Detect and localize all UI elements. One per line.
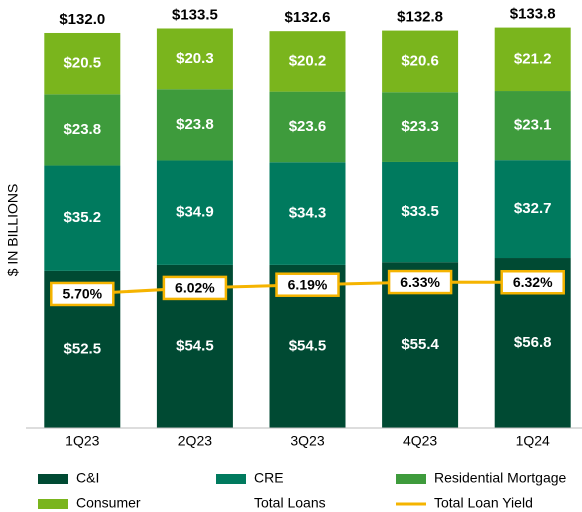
- yield-label: 6.02%: [175, 280, 215, 296]
- value-label: $34.9: [176, 204, 214, 221]
- x-tick-label: 4Q23: [403, 433, 437, 449]
- yield-label-box: [500, 270, 565, 295]
- total-label: $133.5: [172, 6, 218, 23]
- value-label: $23.8: [64, 121, 102, 138]
- bar-segment: [269, 31, 346, 92]
- bar-segment: [494, 27, 571, 92]
- yield-label-box: [387, 269, 453, 295]
- value-label: $32.7: [514, 200, 552, 217]
- bar-segment: [269, 162, 346, 265]
- yield-label: 6.33%: [400, 274, 440, 290]
- bar-segment: [156, 160, 233, 265]
- legend-label: Total Loan Yield: [434, 495, 533, 511]
- value-label: $20.2: [289, 52, 327, 69]
- legend-swatch: [38, 474, 68, 484]
- yield-label-box: [275, 272, 340, 297]
- value-label: $20.5: [64, 55, 102, 72]
- yield-label: 6.19%: [288, 276, 328, 292]
- x-tick-label: 3Q23: [290, 433, 324, 449]
- total-label: $132.8: [397, 9, 443, 26]
- yield-label-box: [50, 281, 115, 307]
- legend-label: CRE: [254, 470, 284, 486]
- total-label: $132.6: [285, 9, 331, 26]
- legend-label: C&I: [76, 470, 99, 486]
- x-tick-label: 1Q23: [65, 433, 99, 449]
- legend-swatch: [38, 499, 68, 509]
- value-label: $33.5: [401, 203, 439, 220]
- value-label: $56.8: [514, 334, 552, 351]
- bar-segment: [156, 89, 233, 161]
- legend-swatch: [216, 474, 246, 484]
- value-label: $54.5: [289, 337, 327, 354]
- bar-segment: [44, 94, 121, 166]
- total-label: $132.0: [59, 11, 105, 28]
- bar-segment: [494, 160, 571, 259]
- total-label: $133.8: [510, 6, 556, 23]
- legend-label: Total Loans: [254, 495, 326, 511]
- bar-segment: [494, 91, 571, 161]
- bar-segment: [156, 28, 233, 90]
- y-axis-label: $ IN BILLIONS: [5, 184, 21, 277]
- bar-segment: [44, 32, 121, 95]
- value-label: $54.5: [176, 337, 214, 354]
- value-label: $20.6: [401, 52, 439, 69]
- x-tick-label: 1Q24: [516, 433, 550, 449]
- bar-segment: [44, 165, 121, 271]
- legend-label: Consumer: [76, 495, 141, 511]
- value-label: $23.6: [289, 118, 327, 135]
- value-label: $52.5: [64, 340, 102, 357]
- yield-label: 6.32%: [513, 274, 553, 290]
- value-label: $21.2: [514, 50, 552, 67]
- value-label: $20.3: [176, 50, 214, 67]
- bar-segment: [382, 30, 459, 93]
- yield-label-box: [162, 275, 228, 301]
- bar-segment: [382, 92, 459, 162]
- value-label: $23.3: [401, 118, 439, 135]
- value-label: $34.3: [289, 205, 327, 222]
- bar-segment: [269, 91, 346, 163]
- value-label: $35.2: [64, 209, 102, 226]
- value-label: $23.1: [514, 117, 552, 134]
- value-label: $23.8: [176, 116, 214, 133]
- x-tick-label: 2Q23: [178, 433, 212, 449]
- legend-swatch: [396, 474, 426, 484]
- bar-segment: [382, 161, 459, 263]
- yield-label: 5.70%: [62, 286, 102, 302]
- value-label: $55.4: [401, 336, 439, 353]
- legend-label: Residential Mortgage: [434, 470, 567, 486]
